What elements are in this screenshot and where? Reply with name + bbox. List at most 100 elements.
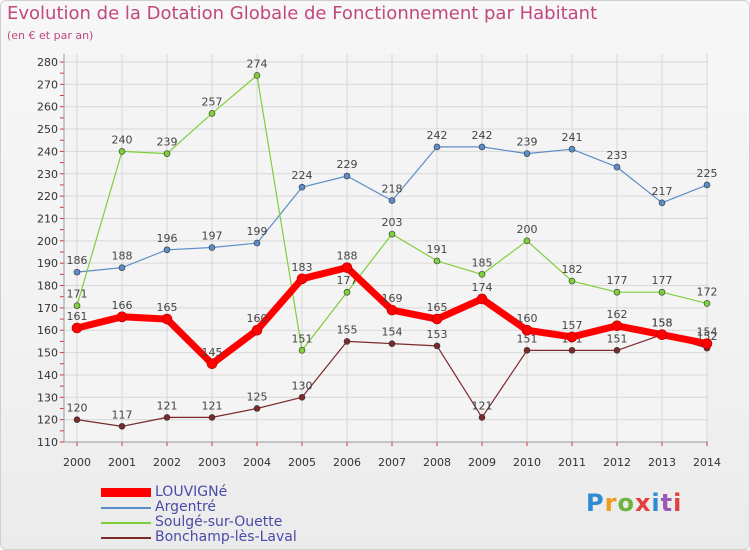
data-point — [433, 257, 441, 265]
legend-item: Argentré — [101, 500, 297, 515]
data-point — [433, 143, 441, 151]
data-label: 229 — [337, 158, 358, 171]
y-tick-label: 180 — [37, 280, 58, 293]
legend: LOUVIGNé Argentré Soulgé-sur-Ouette Boncham… — [101, 485, 297, 545]
data-label: 191 — [427, 243, 448, 256]
data-label: 185 — [472, 256, 493, 269]
data-point — [343, 338, 351, 345]
data-label: 224 — [292, 169, 313, 182]
y-tick-label: 220 — [37, 190, 58, 203]
data-label: 151 — [292, 332, 313, 345]
y-tick-label: 280 — [37, 56, 58, 69]
logo-letter: o — [617, 489, 635, 517]
data-point — [476, 293, 488, 305]
data-point — [253, 72, 261, 79]
legend-label: Soulgé-sur-Ouette — [155, 514, 283, 530]
data-point — [568, 277, 576, 285]
data-label: 217 — [652, 185, 673, 198]
data-point — [568, 347, 576, 354]
x-tick-label: 2013 — [648, 456, 676, 469]
x-tick-label: 2007 — [378, 456, 406, 469]
x-tick-label: 2005 — [288, 456, 316, 469]
data-label: 117 — [112, 408, 133, 421]
data-label: 171 — [67, 288, 88, 301]
data-point — [613, 347, 621, 354]
data-label: 240 — [112, 133, 133, 146]
data-point — [343, 288, 351, 296]
data-label: 196 — [157, 232, 178, 245]
x-tick-label: 2011 — [558, 456, 586, 469]
data-label: 151 — [517, 332, 538, 345]
data-point — [71, 322, 83, 334]
data-label: 177 — [652, 274, 673, 287]
y-tick-label: 230 — [37, 168, 58, 181]
data-label: 161 — [67, 310, 88, 323]
logo-letter: i — [651, 489, 661, 517]
data-point — [478, 414, 486, 421]
data-point — [341, 262, 353, 273]
data-point — [521, 324, 533, 336]
y-tick-label: 200 — [37, 235, 58, 248]
data-point — [568, 145, 576, 153]
y-tick-label: 190 — [37, 257, 58, 270]
x-tick-label: 2010 — [513, 456, 541, 469]
x-tick-label: 2004 — [243, 456, 271, 469]
x-tick-label: 2000 — [63, 456, 91, 469]
data-label: 199 — [247, 225, 268, 238]
chart-title: Evolution de la Dotation Globale de Fonc… — [7, 3, 598, 24]
x-tick-label: 2009 — [468, 456, 496, 469]
data-label: 257 — [202, 95, 223, 108]
x-tick-label: 2001 — [108, 456, 136, 469]
logo-letter: P — [586, 489, 605, 517]
x-tick-label: 2008 — [423, 456, 451, 469]
data-point — [298, 183, 306, 191]
data-point — [613, 288, 621, 296]
x-tick-label: 2012 — [603, 456, 631, 469]
y-tick-label: 170 — [37, 302, 58, 315]
data-point — [478, 143, 486, 151]
data-label: 218 — [382, 183, 403, 196]
line-chart: 110 120 130 140 150 160 170 180 190 200 210 220 230 2… — [37, 54, 721, 469]
data-label: 154 — [697, 326, 718, 339]
data-label: 177 — [337, 274, 358, 287]
y-tick-label: 120 — [37, 414, 58, 427]
x-tick-label: 2006 — [333, 456, 361, 469]
data-label: 177 — [607, 274, 628, 287]
data-label: 242 — [427, 129, 448, 142]
y-tick-label: 150 — [37, 347, 58, 360]
data-point — [388, 340, 396, 347]
legend-item: Bonchamp-lès-Laval — [101, 530, 297, 545]
data-point — [251, 324, 263, 336]
data-label: 121 — [472, 399, 493, 412]
data-point — [208, 244, 216, 251]
data-label: 153 — [427, 328, 448, 341]
data-label: 225 — [697, 167, 718, 180]
legend-item: Soulgé-sur-Ouette — [101, 515, 297, 530]
data-point — [433, 342, 441, 350]
logo-letter: x — [634, 489, 652, 517]
data-label: 125 — [247, 390, 268, 403]
data-point — [118, 423, 126, 430]
data-point — [386, 304, 398, 316]
data-label: 188 — [337, 250, 358, 263]
data-label: 239 — [517, 136, 538, 149]
data-point — [703, 181, 711, 189]
data-point — [611, 320, 623, 332]
legend-label: Bonchamp-lès-Laval — [155, 529, 297, 545]
data-label: 166 — [112, 299, 133, 312]
data-label: 158 — [652, 317, 673, 330]
y-tick-label: 140 — [37, 369, 58, 382]
data-point — [658, 288, 666, 296]
data-label: 151 — [607, 332, 628, 345]
legend-swatch — [101, 521, 151, 524]
data-point — [118, 148, 126, 155]
data-point — [253, 405, 261, 412]
data-point — [163, 414, 171, 421]
data-point — [163, 150, 171, 157]
y-tick-label: 130 — [37, 391, 58, 404]
data-point — [388, 230, 396, 238]
data-point — [73, 302, 81, 309]
data-label: 242 — [472, 129, 493, 142]
data-label: 183 — [292, 261, 313, 274]
data-point — [523, 237, 531, 245]
